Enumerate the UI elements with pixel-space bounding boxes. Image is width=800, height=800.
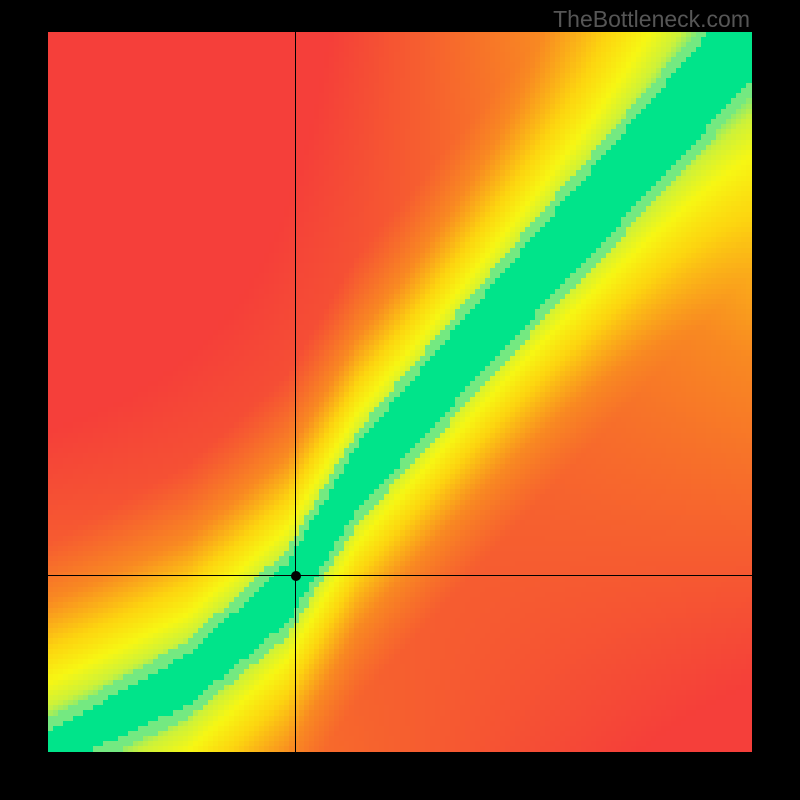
bottleneck-heatmap bbox=[48, 32, 752, 752]
crosshair-marker bbox=[291, 571, 301, 581]
watermark-text: TheBottleneck.com bbox=[553, 6, 750, 33]
crosshair-vertical bbox=[295, 32, 296, 752]
crosshair-horizontal bbox=[48, 575, 752, 576]
heatmap-canvas bbox=[48, 32, 752, 752]
